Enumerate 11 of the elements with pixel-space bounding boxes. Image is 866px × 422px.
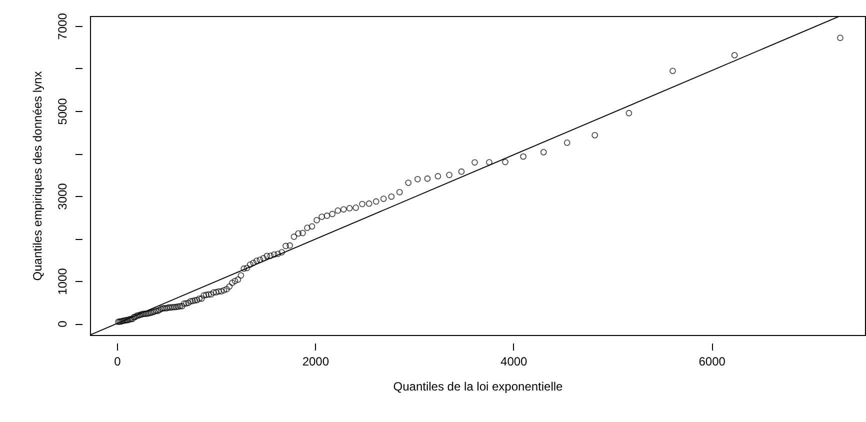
x-tick-label: 6000 (698, 354, 726, 368)
x-tick-label: 2000 (302, 354, 330, 368)
x-tick-label: 0 (114, 354, 122, 368)
x-axis-title: Quantiles de la loi exponentielle (393, 380, 564, 394)
y-tick-label: 5000 (56, 98, 70, 125)
x-tick-label: 4000 (500, 354, 528, 368)
y-tick-label: 1000 (56, 268, 70, 295)
y-tick-label: 0 (56, 320, 70, 328)
y-tick-label: 3000 (56, 182, 70, 210)
y-axis-title: Quantiles empiriques des données lynx (30, 71, 44, 281)
y-tick-label: 7000 (56, 12, 70, 40)
